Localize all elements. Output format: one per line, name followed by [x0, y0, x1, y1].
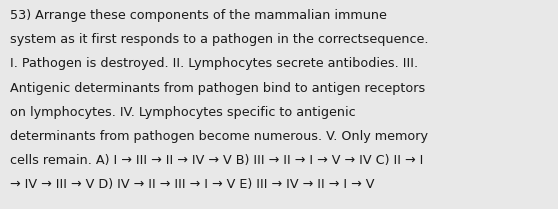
- Text: cells remain. A) I → III → II → IV → V B) III → II → I → V → IV C) II → I: cells remain. A) I → III → II → IV → V B…: [10, 154, 424, 167]
- Text: system as it first responds to a pathogen in the correctsequence.: system as it first responds to a pathoge…: [10, 33, 429, 46]
- Text: Antigenic determinants from pathogen bind to antigen receptors: Antigenic determinants from pathogen bin…: [10, 82, 425, 94]
- Text: determinants from pathogen become numerous. V. Only memory: determinants from pathogen become numero…: [10, 130, 428, 143]
- Text: 53) Arrange these components of the mammalian immune: 53) Arrange these components of the mamm…: [10, 9, 387, 22]
- Text: → IV → III → V D) IV → II → III → I → V E) III → IV → II → I → V: → IV → III → V D) IV → II → III → I → V …: [10, 178, 374, 191]
- Text: on lymphocytes. IV. Lymphocytes specific to antigenic: on lymphocytes. IV. Lymphocytes specific…: [10, 106, 355, 119]
- Text: I. Pathogen is destroyed. II. Lymphocytes secrete antibodies. III.: I. Pathogen is destroyed. II. Lymphocyte…: [10, 57, 418, 70]
